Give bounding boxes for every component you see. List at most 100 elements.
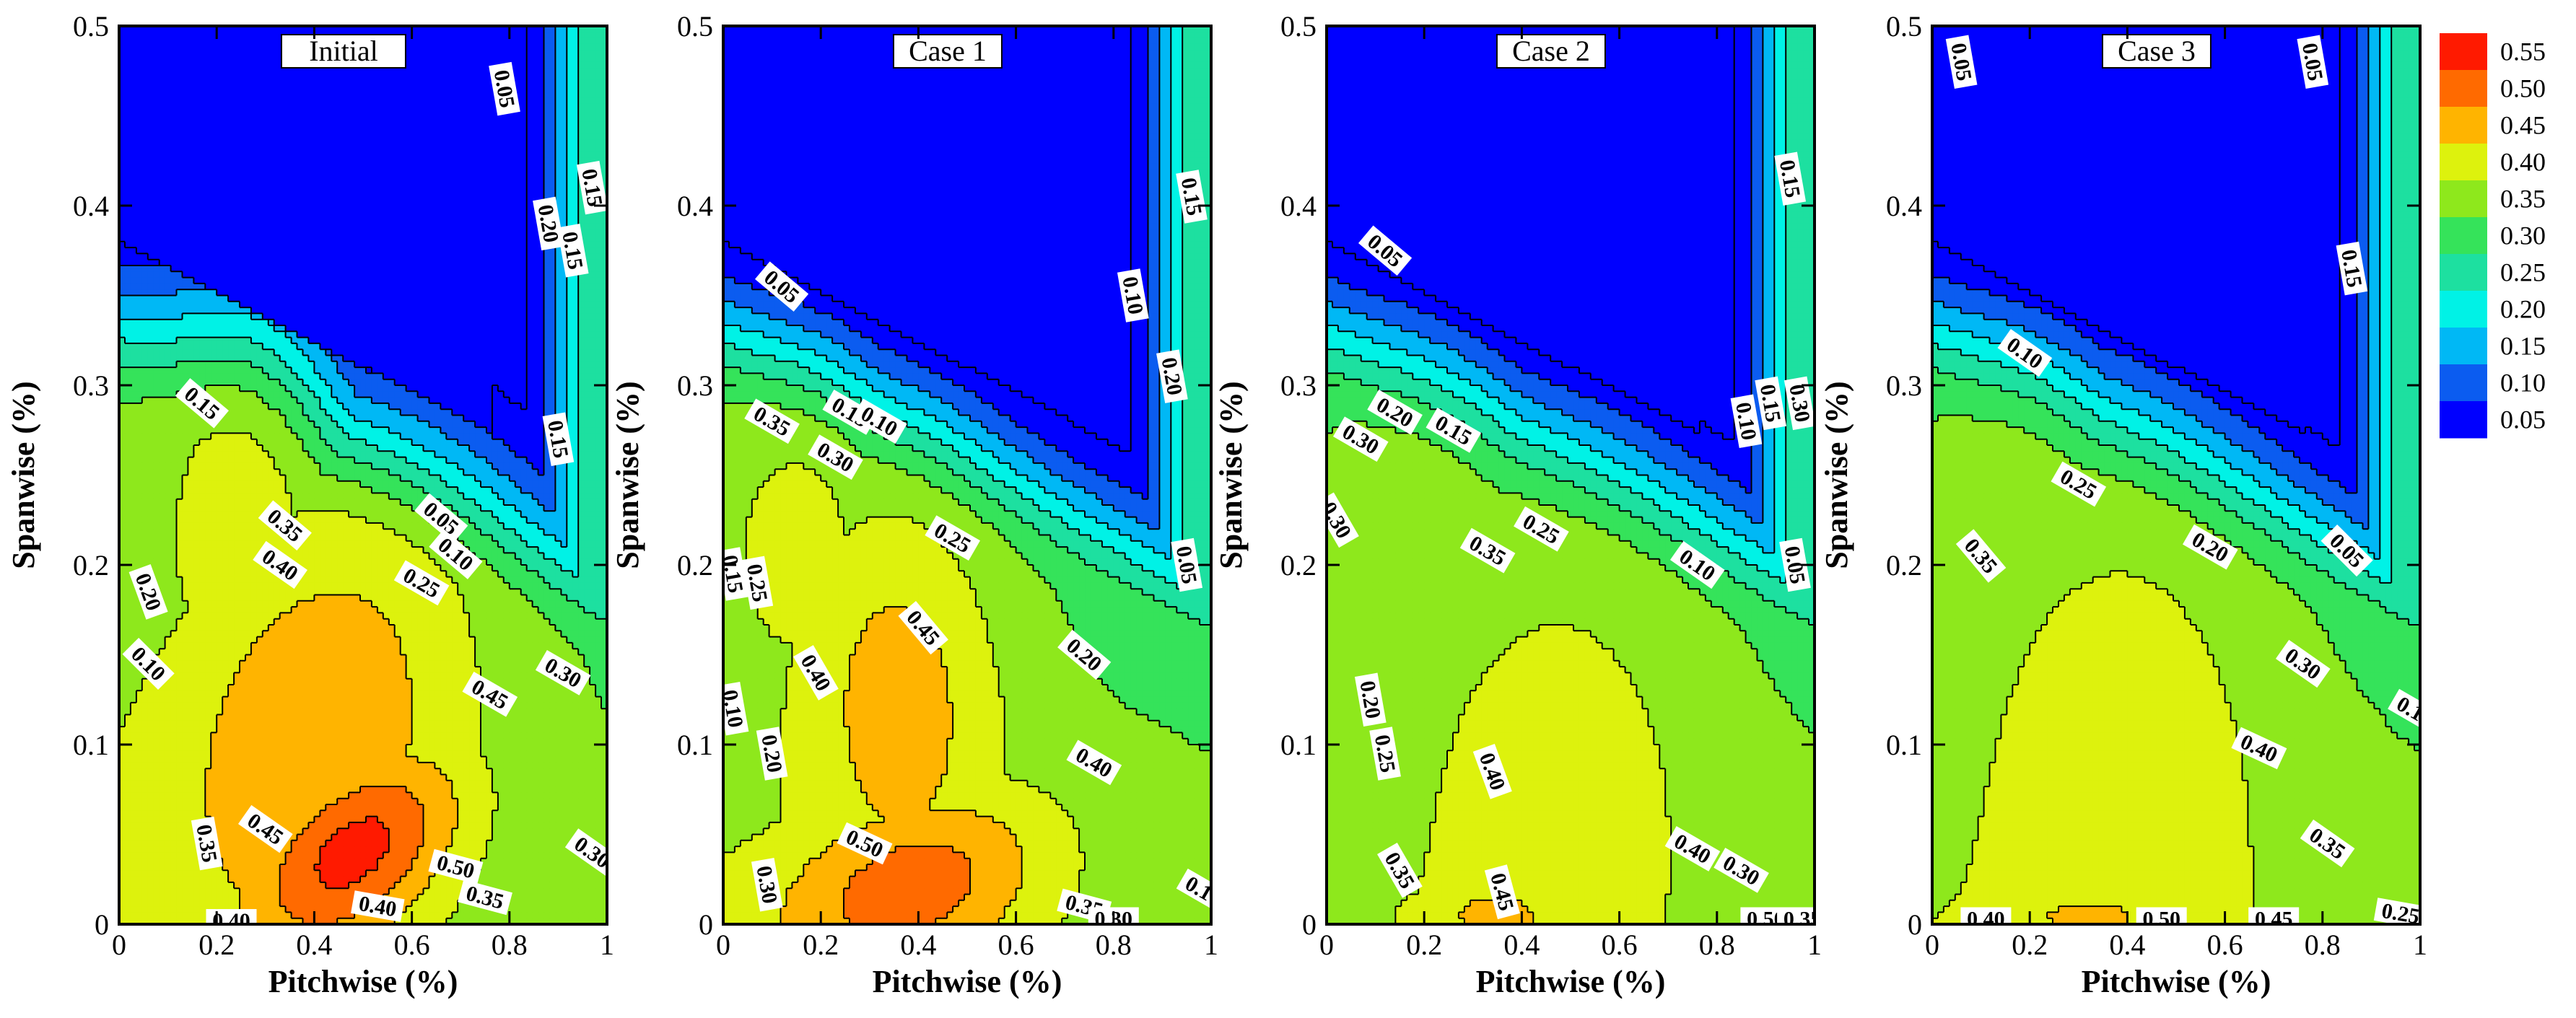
- contour-cell: [406, 283, 413, 290]
- contour-cell: [400, 289, 407, 297]
- contour-cell: [234, 121, 240, 128]
- contour-cell: [130, 253, 137, 260]
- contour-cell: [458, 128, 464, 134]
- contour-cell: [245, 121, 252, 128]
- contour-cell: [411, 373, 419, 380]
- contour-cell: [337, 289, 344, 297]
- contour-cell: [503, 38, 510, 45]
- contour-cell: [365, 121, 372, 128]
- contour-cell: [193, 146, 200, 152]
- contour-cell: [435, 277, 441, 284]
- contour-cell: [119, 367, 126, 374]
- contour-cell: [291, 271, 298, 278]
- contour-cell: [182, 181, 189, 188]
- contour-cell: [343, 128, 349, 134]
- contour-cell: [136, 26, 143, 32]
- contour-cell: [326, 128, 332, 134]
- contour-cell: [170, 32, 178, 39]
- contour-cell: [159, 128, 166, 134]
- contour-cell: [520, 170, 528, 177]
- contour-cell: [435, 307, 441, 314]
- contour-cell: [486, 361, 493, 368]
- contour-cell: [481, 325, 487, 332]
- contour-cell: [411, 181, 419, 188]
- contour-cell: [228, 313, 235, 320]
- contour-cell: [165, 38, 172, 45]
- contour-cell: [250, 163, 258, 170]
- contour-cell: [567, 217, 573, 224]
- contour-cell: [331, 277, 338, 284]
- contour-cell: [371, 74, 378, 81]
- contour-cell: [245, 247, 252, 254]
- contour-cell: [400, 223, 407, 230]
- contour-cell: [475, 247, 481, 254]
- contour-cell: [308, 295, 315, 302]
- contour-cell: [515, 115, 522, 123]
- contour-cell: [141, 349, 149, 356]
- contour-cell: [222, 50, 229, 57]
- contour-cell: [222, 139, 229, 146]
- contour-cell: [452, 32, 458, 39]
- contour-cell: [337, 325, 344, 332]
- contour-cell: [492, 50, 499, 57]
- contour-cell: [555, 103, 562, 110]
- contour-cell: [193, 92, 200, 99]
- contour-cell: [452, 217, 458, 224]
- contour-cell: [452, 355, 458, 362]
- contour-cell: [326, 121, 332, 128]
- contour-cell: [165, 170, 172, 177]
- contour-cell: [245, 331, 252, 338]
- contour-cell: [119, 223, 126, 230]
- contour-cell: [400, 115, 407, 123]
- contour-cell: [463, 253, 470, 260]
- contour-cell: [440, 235, 447, 242]
- contour-cell: [561, 139, 567, 146]
- contour-cell: [205, 325, 211, 332]
- contour-cell: [331, 211, 338, 219]
- contour-cell: [481, 92, 487, 99]
- contour-cell: [320, 181, 326, 188]
- contour-cell: [279, 235, 287, 242]
- contour-cell: [601, 283, 607, 290]
- contour-cell: [446, 181, 453, 188]
- contour-cell: [463, 259, 470, 266]
- contour-cell: [423, 97, 430, 105]
- contour-cell: [532, 175, 539, 183]
- contour-cell: [486, 50, 493, 57]
- contour-cell: [503, 32, 510, 39]
- contour-cell: [463, 277, 470, 284]
- contour-cell: [250, 152, 258, 159]
- contour-cell: [268, 307, 275, 314]
- contour-cell: [429, 301, 436, 308]
- contour-cell: [297, 259, 304, 266]
- contour-cell: [153, 253, 160, 260]
- contour-cell: [205, 295, 211, 302]
- contour-cell: [279, 211, 287, 219]
- contour-cell: [458, 367, 464, 374]
- contour-cell: [417, 289, 424, 297]
- contour-cell: [555, 289, 562, 297]
- contour-cell: [337, 133, 344, 141]
- contour-cell: [429, 199, 436, 206]
- contour-cell: [549, 266, 556, 272]
- contour-cell: [320, 223, 326, 230]
- contour-cell: [302, 229, 310, 237]
- contour-cell: [343, 211, 349, 219]
- contour-cell: [176, 103, 183, 110]
- contour-cell: [153, 170, 160, 177]
- contour-cell: [572, 61, 579, 69]
- contour-cell: [549, 97, 556, 105]
- contour-cell: [308, 26, 315, 32]
- contour-cell: [193, 110, 200, 117]
- contour-cell: [503, 223, 510, 230]
- contour-cell: [268, 325, 275, 332]
- contour-cell: [165, 307, 172, 314]
- contour-cell: [365, 86, 372, 92]
- contour-cell: [520, 146, 528, 152]
- contour-cell: [349, 266, 355, 272]
- contour-cell: [354, 193, 361, 201]
- contour-cell: [400, 133, 407, 141]
- contour-cell: [365, 307, 372, 314]
- contour-cell: [423, 74, 430, 81]
- contour-cell: [320, 271, 326, 278]
